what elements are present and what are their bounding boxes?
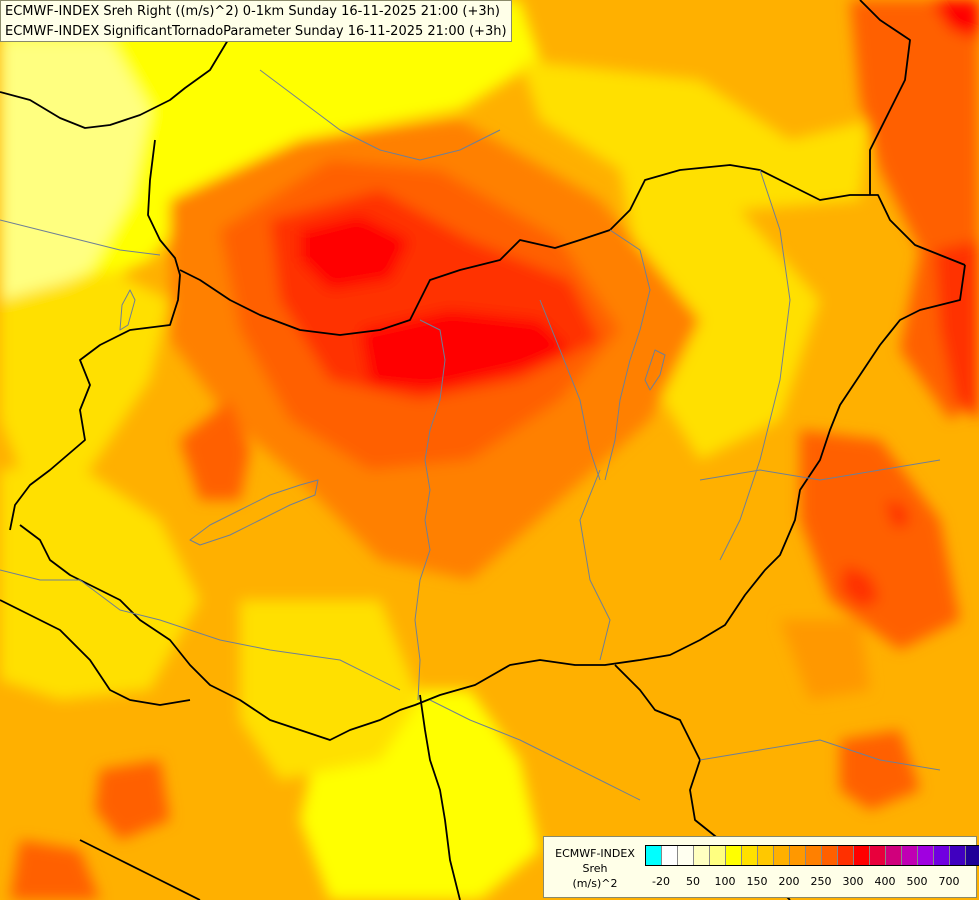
country-border — [0, 599, 191, 706]
srh-contour-gold — [0, 270, 170, 470]
river — [579, 469, 611, 661]
srh-contour-gold — [0, 460, 200, 700]
srh-contour-red-orange — [95, 760, 170, 840]
river — [604, 229, 651, 481]
color-legend: ECMWF-INDEX Sreh (m/s)^2 -20 50 100 150 200 2… — [543, 836, 979, 898]
map-title-box: ECMWF-INDEX Sreh Right ((m/s)^2) 0-1km S… — [0, 0, 512, 42]
legend-swatch — [694, 846, 710, 865]
srh-contour-red — [930, 0, 979, 40]
legend-swatch — [758, 846, 774, 865]
legend-tick-label: 300 — [842, 875, 864, 888]
srh-contour-orange — [780, 620, 870, 700]
legend-swatch — [838, 846, 854, 865]
legend-label-unit: (m/s)^2 — [572, 877, 618, 890]
legend-swatch — [662, 846, 678, 865]
country-border — [19, 264, 966, 741]
country-border — [9, 139, 181, 531]
legend-swatch — [806, 846, 822, 865]
river — [644, 349, 666, 391]
river — [429, 699, 641, 801]
legend-tick-label: 700 — [938, 875, 960, 888]
legend-swatch — [886, 846, 902, 865]
country-border — [79, 839, 201, 900]
legend-tick-label: 400 — [874, 875, 896, 888]
legend-swatch — [822, 846, 838, 865]
river — [0, 219, 161, 256]
legend-swatch — [966, 846, 979, 865]
srh-contour-yellow — [0, 0, 540, 320]
river — [119, 289, 136, 331]
legend-tick-label: 100 — [714, 875, 736, 888]
srh-contour-orange-red — [885, 500, 910, 528]
country-border — [419, 694, 461, 900]
srh-contour-red-orange — [180, 400, 250, 500]
legend-swatch — [790, 846, 806, 865]
river — [189, 479, 319, 546]
legend-swatch — [742, 846, 758, 865]
legend-swatch — [646, 846, 662, 865]
srh-contour-red — [360, 310, 570, 390]
srh-contour-orange-red — [935, 240, 979, 420]
legend-label: ECMWF-INDEX Sreh (m/s)^2 — [548, 846, 642, 891]
legend-tick-label: 250 — [810, 875, 832, 888]
legend-swatch — [854, 846, 870, 865]
legend-swatch — [934, 846, 950, 865]
legend-tick-label: 150 — [746, 875, 768, 888]
legend-swatch — [870, 846, 886, 865]
srh-contour-gold — [620, 170, 820, 460]
country-border — [179, 164, 966, 336]
legend-swatch — [918, 846, 934, 865]
legend-swatch — [902, 846, 918, 865]
title-line-stp: ECMWF-INDEX SignificantTornadoParameter … — [5, 24, 507, 39]
legend-tick-label: 200 — [778, 875, 800, 888]
river — [699, 739, 941, 771]
legend-swatch — [710, 846, 726, 865]
country-border — [859, 0, 911, 195]
legend-tick-labels: -20 50 100 150 200 250 300 400 500 700 — [645, 875, 965, 889]
legend-swatch — [678, 846, 694, 865]
legend-swatch — [726, 846, 742, 865]
srh-contour-gold — [240, 600, 420, 780]
river — [539, 299, 601, 481]
legend-swatch — [950, 846, 966, 865]
title-line-srh: ECMWF-INDEX Sreh Right ((m/s)^2) 0-1km S… — [5, 4, 500, 19]
legend-tick-label: 500 — [906, 875, 928, 888]
legend-label-model: ECMWF-INDEX — [555, 847, 635, 860]
srh-contour-gold — [520, 60, 870, 210]
srh-contour-red-orange — [10, 840, 100, 900]
legend-tick-label: 50 — [686, 875, 700, 888]
river — [259, 69, 501, 161]
srh-contour-red-orange — [840, 730, 920, 810]
river — [719, 169, 791, 561]
srh-contour-red-orange — [800, 430, 960, 650]
srh-contour-red — [300, 215, 410, 290]
rivers — [0, 69, 941, 801]
legend-tick-label: -20 — [652, 875, 670, 888]
legend-color-scale — [645, 845, 979, 866]
river — [0, 569, 401, 691]
srh-contour-orange-red — [840, 565, 880, 608]
legend-swatch — [774, 846, 790, 865]
legend-label-variable: Sreh — [582, 862, 608, 875]
river — [414, 319, 446, 701]
river — [699, 459, 941, 481]
